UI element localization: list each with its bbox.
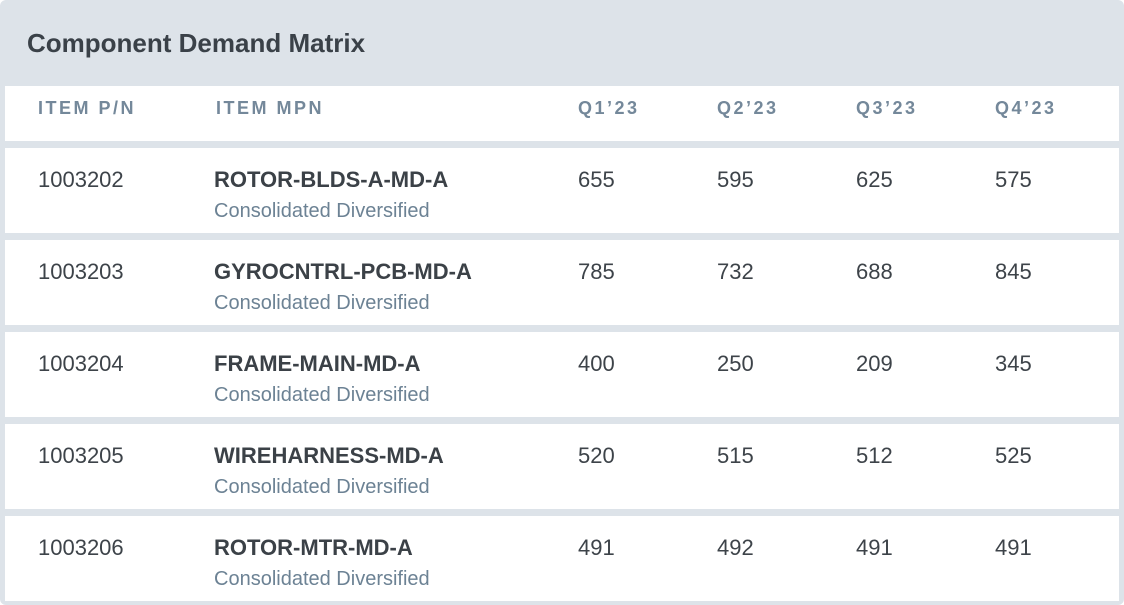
row-q4-value: 491 — [995, 535, 1032, 560]
table-row[interactable]: 1003205 WIREHARNESS-MD-A Consolidated Di… — [5, 424, 1119, 509]
row-mpn: GYROCNTRL-PCB-MD-A — [214, 259, 472, 284]
row-mpn: WIREHARNESS-MD-A — [214, 443, 444, 468]
row-q2-value: 732 — [717, 259, 754, 284]
row-q3-value: 491 — [856, 535, 893, 560]
row-supplier: Consolidated Diversified — [214, 200, 430, 222]
row-mpn: FRAME-MAIN-MD-A — [214, 351, 421, 376]
row-q1-value: 491 — [578, 535, 615, 560]
row-supplier: Consolidated Diversified — [214, 292, 430, 314]
column-header-q4[interactable]: Q4’23 — [995, 98, 1057, 118]
table-header: ITEM P/N ITEM MPN Q1’23 Q2’23 Q3’23 Q4’2… — [5, 86, 1119, 141]
row-q3-value: 688 — [856, 259, 893, 284]
panel-title: Component Demand Matrix — [27, 28, 366, 58]
row-q1-value: 785 — [578, 259, 615, 284]
row-q3-value: 512 — [856, 443, 893, 468]
row-pn: 1003204 — [38, 351, 124, 376]
row-q2-value: 595 — [717, 167, 754, 192]
table-row[interactable]: 1003204 FRAME-MAIN-MD-A Consolidated Div… — [5, 332, 1119, 417]
column-header-pn[interactable]: ITEM P/N — [38, 98, 137, 118]
row-q4-value: 845 — [995, 259, 1032, 284]
column-header-q2[interactable]: Q2’23 — [717, 98, 779, 118]
row-q1-value: 655 — [578, 167, 615, 192]
table-row[interactable]: 1003202 ROTOR-BLDS-A-MD-A Consolidated D… — [5, 148, 1119, 233]
row-q2-value: 250 — [717, 351, 754, 376]
row-q4-value: 525 — [995, 443, 1032, 468]
row-pn: 1003205 — [38, 443, 124, 468]
row-mpn: ROTOR-BLDS-A-MD-A — [214, 167, 449, 192]
row-mpn: ROTOR-MTR-MD-A — [214, 535, 413, 560]
row-pn: 1003206 — [38, 535, 124, 560]
row-pn: 1003203 — [38, 259, 124, 284]
row-q4-value: 575 — [995, 167, 1032, 192]
row-q1-value: 520 — [578, 443, 615, 468]
column-header-q3[interactable]: Q3’23 — [856, 98, 918, 118]
table-row[interactable]: 1003206 ROTOR-MTR-MD-A Consolidated Dive… — [5, 516, 1119, 601]
row-supplier: Consolidated Diversified — [214, 384, 430, 406]
row-q2-value: 515 — [717, 443, 754, 468]
column-header-mpn[interactable]: ITEM MPN — [216, 98, 324, 118]
row-supplier: Consolidated Diversified — [214, 568, 430, 590]
row-supplier: Consolidated Diversified — [214, 476, 430, 498]
table-row[interactable]: 1003203 GYROCNTRL-PCB-MD-A Consolidated … — [5, 240, 1119, 325]
row-q3-value: 209 — [856, 351, 893, 376]
row-q3-value: 625 — [856, 167, 893, 192]
row-q2-value: 492 — [717, 535, 754, 560]
row-pn: 1003202 — [38, 167, 124, 192]
column-header-q1[interactable]: Q1’23 — [578, 98, 640, 118]
row-q4-value: 345 — [995, 351, 1032, 376]
row-q1-value: 400 — [578, 351, 615, 376]
